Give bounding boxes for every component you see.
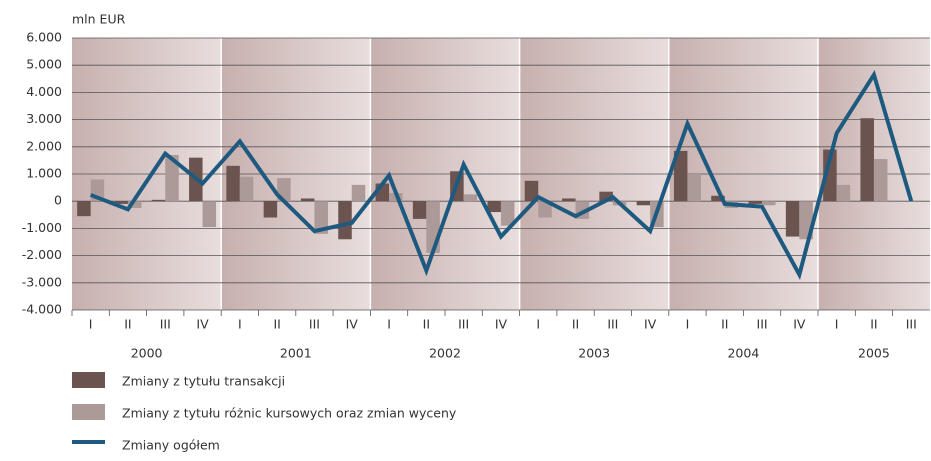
bar — [77, 201, 91, 217]
y-tick-label: 1.000 — [26, 166, 62, 181]
bar — [636, 201, 651, 206]
x-tick-label: I — [238, 317, 242, 332]
bar — [562, 198, 576, 202]
bar — [873, 159, 888, 202]
year-label: 2000 — [131, 346, 163, 361]
line — [89, 69, 914, 280]
bar — [524, 180, 539, 202]
year-label: 2002 — [429, 346, 461, 361]
x-tick-label: II — [870, 317, 877, 332]
x-tick-label: III — [309, 317, 320, 332]
x-tick-label: I — [686, 317, 690, 332]
legend-label: Zmiany ogółem — [122, 438, 220, 453]
bar — [338, 201, 352, 240]
legend-swatch — [72, 404, 105, 420]
year-label: 2001 — [280, 346, 312, 361]
legend-label: Zmiany z tytułu transakcji — [122, 374, 285, 389]
x-tick-label: III — [458, 317, 469, 332]
year-label: 2003 — [578, 346, 610, 361]
y-tick-label: 5.000 — [26, 57, 62, 72]
bar — [226, 165, 240, 202]
bar — [711, 195, 725, 202]
bar — [412, 201, 427, 219]
bar — [487, 201, 501, 213]
x-tick-label: IV — [793, 317, 806, 332]
x-tick-label: I — [89, 317, 93, 332]
bar — [538, 201, 552, 218]
x-tick-label: I — [387, 317, 391, 332]
x-tick-label: IV — [196, 317, 209, 332]
x-tick-label: III — [160, 317, 171, 332]
bar — [127, 201, 142, 208]
y-tick-label: 3.000 — [26, 111, 62, 126]
bar — [687, 174, 701, 202]
x-tick-label: IV — [644, 317, 657, 332]
x-tick-label: III — [906, 317, 917, 332]
bar — [263, 201, 278, 218]
year-label: 2004 — [727, 346, 759, 361]
x-tick-label: IV — [495, 317, 508, 332]
bar — [673, 150, 688, 202]
legend-label: Zmiany z tytułu różnic kursowych oraz zm… — [122, 406, 457, 421]
bar — [860, 118, 874, 202]
y-tick-label: -3.000 — [22, 274, 62, 289]
x-tick-label: II — [423, 317, 430, 332]
y-tick-label: 0 — [54, 193, 62, 208]
bar — [426, 201, 440, 253]
y-tick-label: -1.000 — [22, 220, 62, 235]
year-label: 2005 — [858, 346, 890, 361]
bar — [836, 184, 851, 202]
bar — [202, 201, 217, 228]
bar — [599, 191, 613, 202]
bar — [239, 176, 254, 202]
x-tick-label: III — [607, 317, 618, 332]
legend-swatch — [72, 372, 105, 388]
x-tick-label: IV — [346, 317, 359, 332]
bar — [500, 201, 515, 226]
bar — [823, 149, 837, 202]
x-tick-label: I — [536, 317, 540, 332]
bar — [300, 198, 315, 202]
x-tick-label: II — [721, 317, 728, 332]
bar — [165, 154, 179, 202]
y-tick-label: 2.000 — [26, 138, 62, 153]
bar — [748, 201, 763, 204]
bar — [463, 194, 478, 202]
x-tick-label: II — [124, 317, 131, 332]
y-tick-label: 6.000 — [26, 30, 62, 45]
axis-label: mln EUR — [72, 12, 126, 27]
bar — [151, 199, 166, 202]
x-tick-label: II — [273, 317, 280, 332]
x-tick-label: I — [835, 317, 839, 332]
bar — [351, 184, 366, 202]
y-tick-label: -2.000 — [22, 247, 62, 262]
y-tick-label: -4.000 — [22, 302, 62, 317]
x-tick-label: III — [757, 317, 768, 332]
bar — [762, 201, 776, 206]
bar — [785, 201, 800, 237]
bar — [314, 201, 328, 234]
y-tick-label: 4.000 — [26, 84, 62, 99]
bar — [114, 201, 128, 204]
x-tick-label: II — [572, 317, 579, 332]
